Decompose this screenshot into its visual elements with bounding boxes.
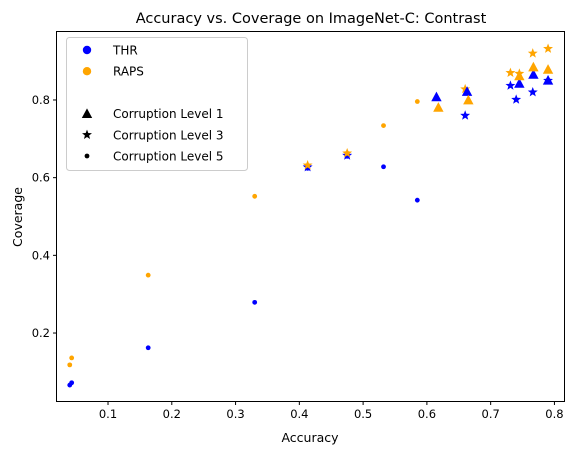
point-thr-level-3 <box>505 80 516 90</box>
point-raps-level-5 <box>252 193 258 199</box>
chart-title: Accuracy vs. Coverage on ImageNet-C: Con… <box>136 11 487 27</box>
point-thr-level-1 <box>514 78 525 88</box>
point-raps-level-3 <box>527 48 538 58</box>
x-tick-label: 0.6 <box>418 407 436 421</box>
x-tick-label: 0.3 <box>226 407 244 421</box>
point-raps-level-1 <box>433 102 444 112</box>
legend-items: THR RAPS Corruption Level 1 Corruption Leve… <box>81 44 224 164</box>
point-thr-level-1 <box>528 69 539 79</box>
x-tick-label: 0.1 <box>99 407 117 421</box>
point-raps-level-3 <box>505 67 516 77</box>
y-axis-label: Coverage <box>10 187 25 247</box>
data-points <box>67 43 554 388</box>
point-thr-level-3 <box>527 87 538 97</box>
point-raps-level-5 <box>381 123 386 129</box>
point-raps-level-5 <box>414 99 420 104</box>
x-axis-ticks: 0.1 0.2 0.3 0.4 0.5 0.6 0.7 0.8 <box>99 401 564 421</box>
point-thr-level-3 <box>511 94 522 104</box>
point-raps-level-3 <box>302 160 313 170</box>
point-raps-level-1 <box>528 61 539 72</box>
x-tick-label: 0.4 <box>290 407 308 421</box>
point-thr-level-1 <box>542 74 554 85</box>
point-raps-level-5 <box>69 355 75 361</box>
y-tick-label: 0.4 <box>32 248 50 262</box>
y-tick-label: 0.2 <box>32 326 50 340</box>
point-raps-level-5 <box>145 272 151 278</box>
legend-label: Corruption Level 5 <box>113 150 224 164</box>
legend-marker <box>82 67 92 76</box>
point-raps-level-3 <box>460 83 471 94</box>
point-thr-level-5 <box>69 380 75 386</box>
point-thr-level-5 <box>145 345 151 351</box>
x-tick-label: 0.2 <box>163 407 181 421</box>
legend-marker <box>81 108 93 119</box>
point-thr-level-1 <box>461 86 473 96</box>
x-tick-label: 0.8 <box>545 407 563 421</box>
legend: THR RAPS Corruption Level 1 Corruption Leve… <box>66 37 248 171</box>
y-axis-ticks: 0.2 0.4 0.6 0.8 <box>32 93 57 340</box>
point-raps-level-1 <box>463 94 474 105</box>
point-thr-level-5 <box>252 299 258 305</box>
legend-marker <box>84 153 90 159</box>
y-tick-label: 0.8 <box>32 93 50 107</box>
point-thr-level-1 <box>431 91 442 102</box>
point-raps-level-3 <box>342 147 353 158</box>
plot-area-frame <box>56 31 565 402</box>
legend-label: THR <box>112 44 138 58</box>
point-raps-level-5 <box>67 362 73 368</box>
legend-label: Corruption Level 1 <box>113 107 224 121</box>
legend-frame <box>66 37 248 171</box>
legend-label: RAPS <box>113 65 144 79</box>
legend-label: Corruption Level 3 <box>113 128 224 142</box>
y-tick-label: 0.6 <box>32 171 50 185</box>
point-raps-level-3 <box>543 43 553 53</box>
x-tick-label: 0.7 <box>482 407 500 421</box>
point-thr-level-3 <box>460 110 471 120</box>
legend-marker <box>82 129 92 140</box>
point-raps-level-1 <box>542 64 554 74</box>
point-raps-level-1 <box>514 70 525 81</box>
x-axis-label: Accuracy <box>281 430 339 445</box>
x-tick-label: 0.5 <box>354 407 372 421</box>
point-thr-level-5 <box>414 197 420 203</box>
legend-marker <box>82 45 92 55</box>
point-thr-level-5 <box>381 164 386 170</box>
